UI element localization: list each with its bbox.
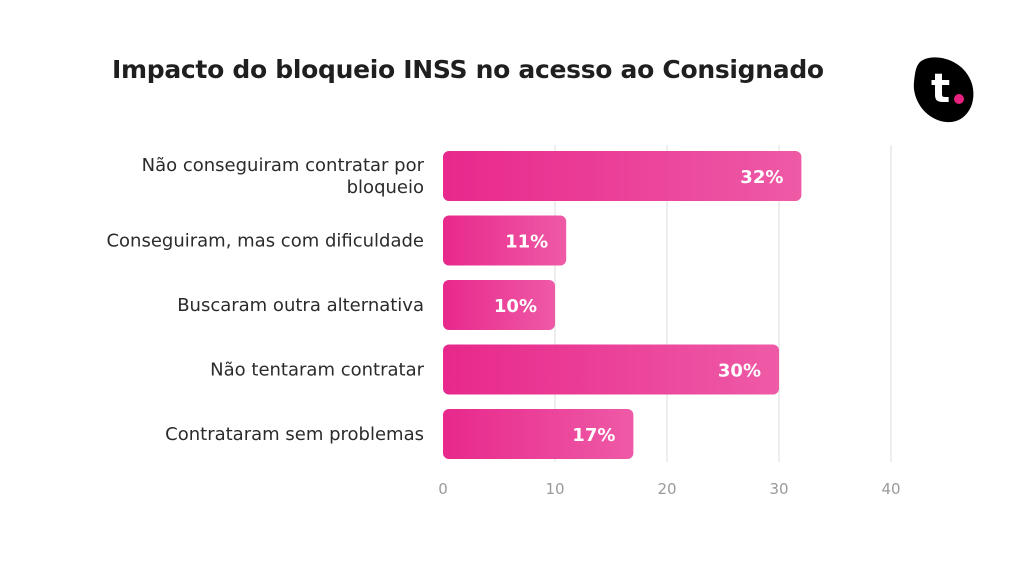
bar-value-label: 11% xyxy=(505,232,548,253)
x-tick-label: 0 xyxy=(438,480,448,498)
category-label: Conseguiram, mas com dificuldade xyxy=(106,231,424,252)
x-tick-label: 30 xyxy=(769,480,788,498)
bar-value-label: 10% xyxy=(494,296,537,317)
bar-value-label: 30% xyxy=(718,361,761,382)
logo-letter: t xyxy=(931,66,950,112)
x-axis-ticks: 0 10 20 30 40 xyxy=(438,480,900,498)
bar xyxy=(443,215,567,266)
bar-value-label: 17% xyxy=(572,425,615,446)
bar-value-label: 32% xyxy=(740,167,783,188)
category-label: Contrataram sem problemas xyxy=(165,424,424,445)
bar xyxy=(443,344,779,395)
bar xyxy=(443,280,555,330)
x-tick-label: 40 xyxy=(881,480,900,498)
x-tick-label: 10 xyxy=(545,480,564,498)
bars: 32% 11% 10% 30% 17% xyxy=(443,151,802,459)
chart-title: Impacto do bloqueio INSS no acesso ao Co… xyxy=(112,55,824,84)
x-tick-label: 20 xyxy=(657,480,676,498)
logo-dot xyxy=(954,94,964,104)
category-label: Buscaram outra alternativa xyxy=(177,295,424,316)
category-label: Não conseguiram contratar por bloqueio xyxy=(142,155,425,198)
category-labels: Não conseguiram contratar por bloqueio Con… xyxy=(106,155,424,445)
category-label: Não tentaram contratar xyxy=(210,360,424,381)
bar xyxy=(443,409,634,459)
brand-logo-icon: t xyxy=(912,54,978,126)
bar xyxy=(443,151,802,201)
